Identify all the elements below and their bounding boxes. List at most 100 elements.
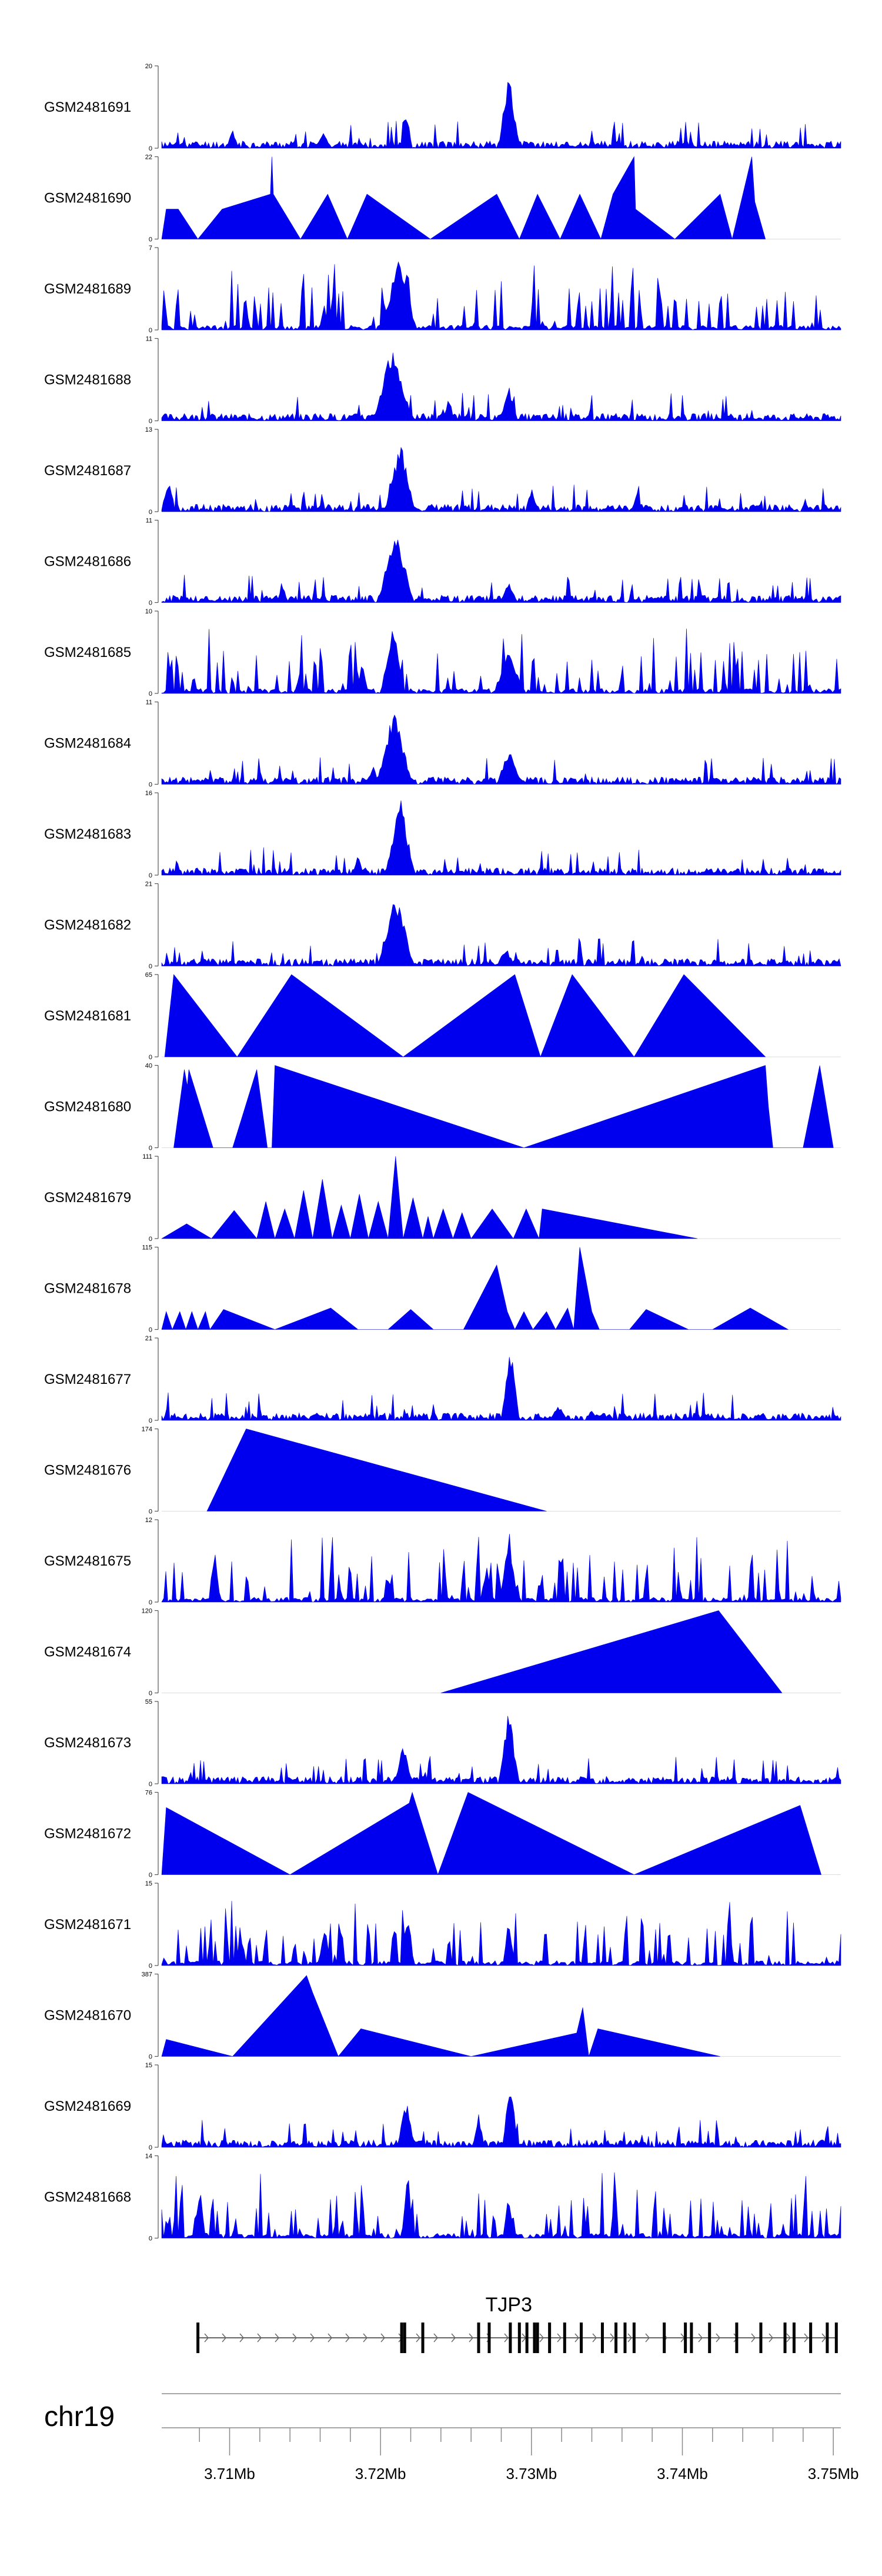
y-tick-label-zero: 0 (149, 1236, 152, 1243)
strand-arrow (627, 2333, 633, 2343)
strand-arrow (292, 2333, 298, 2343)
track-label: GSM2481676 (44, 1463, 131, 1479)
exon-mark (684, 2323, 687, 2353)
y-tick-label-zero: 0 (149, 1872, 152, 1879)
exon-mark (403, 2323, 406, 2353)
strand-arrow (363, 2333, 368, 2343)
exon-mark (600, 2323, 604, 2353)
exon-mark (563, 2323, 566, 2353)
track-GSM2481674: GSM2481674 120 0 (44, 1608, 841, 1697)
x-tick-label: 3.72Mb (355, 2465, 406, 2482)
exon-mark (826, 2323, 829, 2353)
y-tick-label-max: 120 (142, 1608, 152, 1615)
strand-arrow (469, 2333, 474, 2343)
coverage-area (161, 904, 841, 967)
coverage-area (161, 800, 841, 876)
coverage-area (206, 1429, 547, 1511)
track-label: GSM2481691 (44, 99, 131, 115)
y-tick-label-zero: 0 (149, 690, 152, 698)
exon-mark (809, 2323, 813, 2353)
y-tick-label-max: 11 (146, 518, 152, 525)
strand-arrow (716, 2333, 721, 2343)
y-tick-label-max: 387 (142, 1971, 152, 1978)
exon-mark (421, 2323, 425, 2353)
coverage-area (161, 1791, 822, 1876)
y-tick-label-zero: 0 (149, 236, 152, 243)
strand-arrow (610, 2333, 615, 2343)
track-GSM2481684: GSM2481684 11 0 (44, 699, 841, 789)
track-label: GSM2481682 (44, 917, 131, 933)
y-tick-label-zero: 0 (149, 2054, 152, 2061)
coverage-area (161, 539, 841, 603)
strand-arrow (222, 2333, 227, 2343)
track-GSM2481691: GSM2481691 20 0 (44, 63, 841, 152)
track-GSM2481682: GSM2481682 21 0 (44, 881, 841, 970)
y-tick-label-zero: 0 (149, 1054, 152, 1061)
y-tick-label-zero: 0 (149, 418, 152, 425)
track-label: GSM2481670 (44, 2008, 131, 2024)
coverage-area (164, 974, 766, 1057)
track-label: GSM2481689 (44, 281, 131, 297)
y-tick-label-max: 65 (145, 972, 152, 979)
track-GSM2481672: GSM2481672 76 0 (44, 1790, 841, 1879)
y-tick-label-zero: 0 (149, 1690, 152, 1697)
track-GSM2481683: GSM2481683 16 0 (44, 790, 841, 879)
y-tick-label-zero: 0 (149, 1327, 152, 1334)
x-tick-label: 3.73Mb (506, 2465, 557, 2482)
y-tick-label-zero: 0 (149, 1509, 152, 1516)
coverage-area (161, 82, 841, 149)
track-label: GSM2481683 (44, 826, 131, 842)
exon-mark (580, 2323, 583, 2353)
strand-arrow (380, 2333, 386, 2343)
y-tick-label-zero: 0 (149, 963, 152, 970)
y-tick-label-max: 174 (142, 1426, 152, 1433)
exon-mark (517, 2323, 521, 2353)
track-GSM2481685: GSM2481685 10 0 (44, 608, 841, 698)
exon-mark (477, 2323, 480, 2353)
exon-mark (632, 2323, 636, 2353)
y-tick-label-zero: 0 (149, 600, 152, 607)
coverage-area (161, 1156, 698, 1240)
track-GSM2481676: GSM2481676 174 0 (44, 1426, 841, 1516)
track-GSM2481690: GSM2481690 22 0 (44, 154, 841, 243)
exon-mark (400, 2323, 403, 2353)
y-tick-label-max: 13 (145, 426, 152, 433)
coverage-area (161, 352, 841, 422)
coverage-area (161, 446, 841, 512)
gene-name-label: TJP3 (486, 2294, 532, 2316)
coverage-area (161, 628, 841, 694)
exon-mark (690, 2323, 693, 2353)
coverage-tracks: GSM2481691200GSM2481690220GSM248168970GS… (44, 63, 841, 2243)
y-tick-label-zero: 0 (149, 1417, 152, 1424)
coverage-area (440, 1610, 783, 1693)
strand-arrow (786, 2333, 791, 2343)
coverage-area (161, 1975, 720, 2057)
track-label: GSM2481685 (44, 645, 131, 660)
y-tick-label-max: 40 (145, 1063, 152, 1070)
y-tick-label-zero: 0 (149, 1599, 152, 1606)
strand-arrow (345, 2333, 350, 2343)
y-tick-label-max: 10 (145, 608, 152, 615)
track-label: GSM2481681 (44, 1008, 131, 1024)
y-tick-label-max: 20 (145, 63, 152, 70)
y-tick-label-max: 15 (145, 2062, 152, 2069)
track-GSM2481688: GSM2481688 11 0 (44, 336, 841, 425)
coverage-area (161, 2096, 841, 2148)
coverage-area (161, 2172, 841, 2239)
y-tick-label-zero: 0 (149, 327, 152, 334)
exon-mark (525, 2323, 529, 2353)
coverage-area (161, 1357, 841, 1422)
track-label: GSM2481675 (44, 1553, 131, 1569)
x-tick-label: 3.75Mb (808, 2465, 859, 2482)
chromosome-label: chr19 (44, 2401, 115, 2432)
y-tick-label-max: 14 (145, 2153, 152, 2160)
track-label: GSM2481680 (44, 1099, 131, 1115)
y-tick-label-zero: 0 (149, 509, 152, 516)
strand-arrow (204, 2333, 209, 2343)
y-tick-label-max: 76 (145, 1790, 152, 1797)
y-tick-label-max: 115 (142, 1244, 152, 1252)
track-label: GSM2481686 (44, 554, 131, 570)
track-label: GSM2481672 (44, 1826, 131, 1842)
y-tick-label-max: 12 (145, 1517, 152, 1524)
